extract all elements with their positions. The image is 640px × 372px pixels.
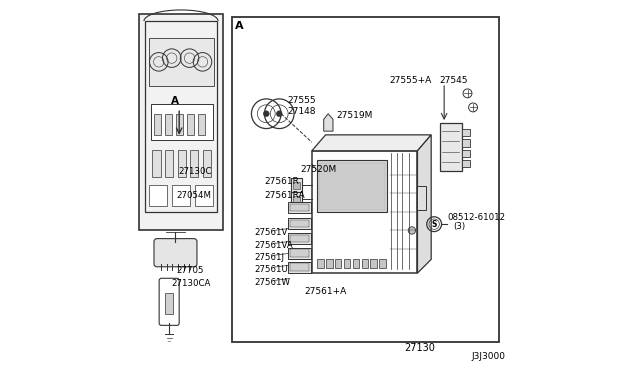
- Text: 27561+A: 27561+A: [305, 287, 347, 296]
- Bar: [380, 259, 386, 268]
- Bar: [462, 139, 470, 147]
- Bar: [232, 17, 499, 341]
- Bar: [195, 185, 212, 206]
- Text: 27555+A: 27555+A: [390, 76, 432, 85]
- Bar: [417, 186, 426, 210]
- Bar: [152, 105, 212, 140]
- Polygon shape: [417, 135, 431, 273]
- Bar: [165, 150, 173, 177]
- Bar: [291, 178, 302, 193]
- FancyBboxPatch shape: [159, 278, 179, 326]
- Bar: [289, 233, 312, 244]
- Bar: [289, 247, 312, 259]
- Bar: [293, 196, 300, 203]
- Bar: [154, 115, 161, 135]
- Text: 27130CA: 27130CA: [172, 279, 211, 288]
- Bar: [165, 115, 172, 135]
- Polygon shape: [312, 135, 431, 151]
- Bar: [172, 185, 189, 206]
- Bar: [312, 151, 417, 273]
- Text: 27561U: 27561U: [254, 264, 288, 273]
- Text: 27130: 27130: [404, 343, 435, 353]
- Text: (3): (3): [453, 222, 465, 231]
- Bar: [440, 123, 462, 171]
- Text: 27561W: 27561W: [254, 278, 290, 287]
- Bar: [344, 259, 350, 268]
- Bar: [462, 160, 470, 167]
- FancyBboxPatch shape: [154, 238, 197, 267]
- Text: 27130C: 27130C: [179, 167, 212, 176]
- Polygon shape: [324, 114, 333, 131]
- Text: A: A: [171, 96, 179, 106]
- Bar: [152, 150, 161, 177]
- Bar: [289, 262, 312, 273]
- Bar: [203, 150, 211, 177]
- Circle shape: [263, 111, 269, 117]
- Bar: [291, 204, 309, 211]
- Text: 27520M: 27520M: [301, 165, 337, 174]
- Text: 27561R: 27561R: [264, 177, 300, 186]
- Bar: [190, 150, 198, 177]
- Bar: [371, 259, 377, 268]
- Bar: [291, 192, 302, 208]
- Circle shape: [276, 111, 282, 117]
- Bar: [291, 263, 309, 271]
- Bar: [317, 259, 324, 268]
- Text: 27705: 27705: [176, 266, 204, 275]
- Bar: [353, 259, 359, 268]
- Bar: [319, 163, 385, 210]
- Bar: [293, 182, 300, 189]
- Bar: [148, 185, 166, 206]
- Text: 08512-61012: 08512-61012: [447, 213, 505, 222]
- Bar: [139, 14, 223, 231]
- Text: 27545: 27545: [439, 76, 468, 85]
- Bar: [362, 259, 368, 268]
- Bar: [165, 294, 173, 314]
- Text: 27054M: 27054M: [176, 191, 211, 200]
- Text: 27555: 27555: [288, 96, 316, 105]
- Text: 27148: 27148: [288, 108, 316, 116]
- Bar: [176, 115, 183, 135]
- Bar: [289, 218, 312, 229]
- Text: 27561RA: 27561RA: [264, 191, 305, 200]
- Bar: [291, 235, 309, 242]
- Bar: [326, 259, 333, 268]
- Text: 27519M: 27519M: [337, 111, 373, 120]
- Bar: [289, 202, 312, 213]
- Bar: [317, 160, 387, 212]
- Bar: [178, 150, 186, 177]
- Text: J3J3000: J3J3000: [471, 352, 505, 361]
- Bar: [291, 249, 309, 257]
- Text: 27561VA: 27561VA: [254, 241, 292, 250]
- Text: S: S: [431, 220, 437, 229]
- Bar: [291, 220, 309, 227]
- Bar: [462, 150, 470, 157]
- Bar: [188, 115, 194, 135]
- Bar: [462, 129, 470, 137]
- Text: 27561V: 27561V: [254, 228, 287, 237]
- Text: 27561J: 27561J: [254, 253, 284, 262]
- Circle shape: [408, 227, 415, 234]
- Bar: [198, 115, 205, 135]
- Text: A: A: [235, 21, 243, 31]
- Bar: [148, 38, 214, 86]
- Bar: [335, 259, 342, 268]
